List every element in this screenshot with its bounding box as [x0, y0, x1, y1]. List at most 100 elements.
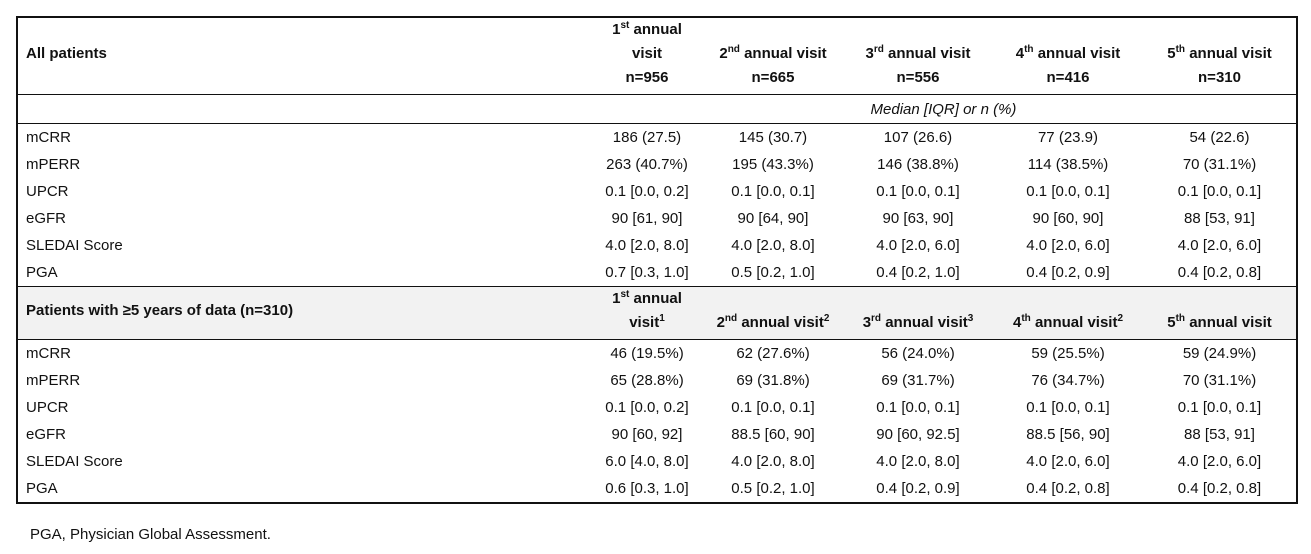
value-cell: 0.6 [0.3, 1.0]	[605, 480, 689, 497]
value-cell: 0.1 [0.0, 0.1]	[1026, 399, 1110, 416]
value-cell: 69 (31.7%)	[881, 372, 955, 389]
row-label: eGFR	[26, 210, 67, 227]
column-n: n=665	[751, 69, 795, 86]
value-cell: 4.0 [2.0, 6.0]	[1026, 237, 1110, 254]
value-cell: 0.1 [0.0, 0.1]	[731, 399, 815, 416]
data-row: PGA 0.6 [0.3, 1.0] 0.5 [0.2, 1.0] 0.4 [0.2,…	[17, 475, 1297, 503]
row-label: SLEDAI Score	[26, 237, 123, 254]
label: annual visit	[741, 314, 824, 331]
value-cell: 70 (31.1%)	[1182, 156, 1257, 173]
row-label: mCRR	[17, 339, 591, 367]
value-cell: 4.0 [2.0, 8.0]	[605, 237, 689, 254]
value-cell: 4.0 [2.0, 6.0]	[1177, 237, 1262, 254]
value-cell: 0.4 [0.2, 1.0]	[876, 264, 960, 281]
value-cell: 146 (38.8%)	[877, 156, 959, 173]
value-cell: 54 (22.6)	[1189, 129, 1250, 146]
footnote-mark: 1	[659, 313, 665, 324]
row-label: eGFR	[26, 426, 67, 443]
row-label: UPCR	[26, 183, 69, 200]
column-header: 2nd annual visit n=665	[703, 17, 843, 95]
column-label: 4th annual visit	[1001, 42, 1135, 66]
ordinal: 1	[612, 21, 621, 38]
value-cell: 77 (23.9)	[1037, 129, 1099, 146]
value-cell: 107 (26.6)	[883, 129, 953, 146]
row-label: mPERR	[26, 372, 81, 389]
data-row: mCRR 46 (19.5%) 62 (27.6%) 56 (24.0%) 59 (25…	[17, 339, 1297, 367]
column-label: 1st annual visit	[599, 18, 695, 66]
subheader: Median [IQR] or n (%)	[591, 94, 1297, 124]
value-cell: 0.4 [0.2, 0.8]	[1026, 480, 1110, 497]
data-row: eGFR 90 [60, 92] 88.5 [60, 90] 90 [60, 92.5…	[17, 421, 1297, 448]
subheader-row: Median [IQR] or n (%)	[17, 94, 1297, 124]
value-cell: 114 (38.5%)	[1027, 156, 1109, 173]
data-table: All patients 1st annual visit n=956 2nd ann…	[16, 16, 1298, 504]
ordinal-suffix: th	[1175, 44, 1186, 55]
value-cell: 4.0 [2.0, 8.0]	[731, 453, 815, 470]
ordinal: 4	[1015, 45, 1025, 62]
ordinal: 2	[716, 314, 725, 331]
blank-cell	[17, 94, 591, 124]
value-cell: 4.0 [2.0, 6.0]	[1177, 453, 1262, 470]
column-n: n=956	[625, 69, 669, 86]
ordinal: 2	[719, 45, 728, 62]
column-label: 1st annual visit1	[599, 287, 695, 335]
label: annual visit	[885, 314, 968, 331]
column-header: 3rd annual visit3	[843, 286, 993, 340]
data-row: UPCR 0.1 [0.0, 0.2] 0.1 [0.0, 0.1] 0.1 [0.0…	[17, 178, 1297, 205]
label: annual visit	[631, 21, 682, 62]
row-label: PGA	[26, 480, 58, 497]
column-header: 4th annual visit2	[993, 286, 1143, 340]
column-label: 5th annual visit	[1151, 42, 1288, 66]
ordinal-suffix: rd	[873, 44, 884, 55]
value-cell: 90 [61, 90]	[611, 210, 683, 227]
ordinal: 4	[1012, 314, 1022, 331]
footnote-mark: 2	[823, 313, 830, 324]
table-body: All patients 1st annual visit n=956 2nd ann…	[17, 17, 1297, 503]
column-header: 2nd annual visit2	[703, 286, 843, 340]
column-label: 3rd annual visit3	[851, 311, 985, 335]
data-row: mPERR 65 (28.8%) 69 (31.8%) 69 (31.7%) 76 (3…	[17, 367, 1297, 394]
value-cell: 65 (28.8%)	[610, 372, 684, 389]
value-cell: 76 (34.7%)	[1031, 372, 1105, 389]
value-cell: 70 (31.1%)	[1182, 372, 1257, 389]
data-row: eGFR 90 [61, 90] 90 [64, 90] 90 [63, 90] 90 …	[17, 205, 1297, 232]
value-cell: 0.1 [0.0, 0.1]	[1177, 399, 1262, 416]
column-header: 1st annual visit n=956	[591, 17, 703, 95]
footnote: PGA, Physician Global Assessment.	[30, 526, 271, 543]
footnote-mark: 2	[1117, 313, 1124, 324]
ordinal: 3	[862, 314, 872, 331]
value-cell: 0.5 [0.2, 1.0]	[731, 264, 815, 281]
label: annual visit	[1037, 45, 1121, 62]
value-cell: 56 (24.0%)	[843, 339, 993, 367]
value-cell: 0.4 [0.2, 0.8]	[1177, 480, 1262, 497]
column-n: n=556	[896, 69, 940, 86]
data-row: mPERR 263 (40.7%) 195 (43.3%) 146 (38.8%) 11…	[17, 151, 1297, 178]
row-label: SLEDAI Score	[26, 453, 123, 470]
column-header: 1st annual visit1	[591, 286, 703, 340]
ordinal: 1	[612, 290, 621, 307]
header-row: Patients with ≥5 years of data (n=310) 1s…	[17, 286, 1297, 340]
ordinal: 5	[1167, 45, 1176, 62]
value-cell: 0.1 [0.0, 0.1]	[876, 399, 960, 416]
label: annual visit	[744, 45, 827, 62]
value-cell: 90 [60, 92]	[611, 426, 683, 443]
value-cell: 46 (19.5%)	[591, 339, 703, 367]
ordinal-suffix: th	[1024, 44, 1034, 55]
value-cell: 88 [53, 91]	[1184, 426, 1255, 443]
column-header: 3rd annual visit n=556	[843, 17, 993, 95]
value-cell: 145 (30.7)	[738, 129, 808, 146]
row-label: mCRR	[26, 129, 71, 146]
column-header: 5th annual visit n=310	[1143, 17, 1297, 95]
table-wrap: All patients 1st annual visit n=956 2nd ann…	[16, 16, 1298, 504]
section-title: All patients	[26, 45, 107, 62]
value-cell: 0.4 [0.2, 0.9]	[1026, 264, 1110, 281]
value-cell: 62 (27.6%)	[703, 339, 843, 367]
ordinal-suffix: th	[1175, 313, 1186, 324]
label: annual visit	[1034, 314, 1118, 331]
column-label: 2nd annual visit2	[711, 311, 835, 335]
ordinal-suffix: th	[1021, 313, 1031, 324]
column-label: 2nd annual visit	[711, 42, 835, 66]
column-label: 4th annual visit2	[1001, 311, 1135, 335]
value-cell: 0.5 [0.2, 1.0]	[731, 480, 815, 497]
column-label: 5th annual visit	[1151, 311, 1288, 335]
